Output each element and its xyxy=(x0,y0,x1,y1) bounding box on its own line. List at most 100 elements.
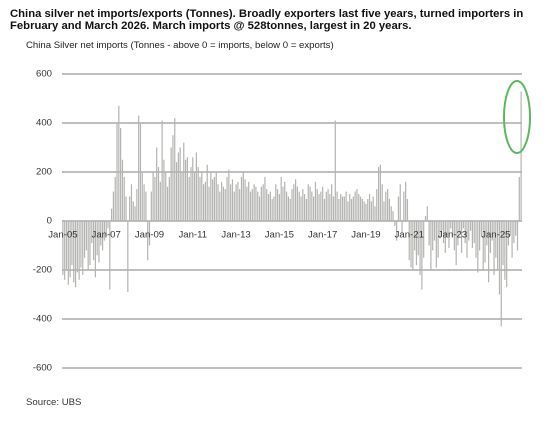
bar xyxy=(372,196,374,221)
bar xyxy=(482,221,484,270)
bar xyxy=(188,176,190,221)
bar xyxy=(262,184,264,221)
bar xyxy=(414,221,416,251)
bar xyxy=(325,191,327,221)
bar xyxy=(181,172,183,221)
x-tick-label: Jan-07 xyxy=(92,230,121,241)
bar xyxy=(80,221,82,268)
bar xyxy=(103,221,105,241)
bar xyxy=(127,221,129,293)
bar xyxy=(197,167,199,221)
bar xyxy=(282,186,284,221)
bar xyxy=(506,221,508,288)
bar xyxy=(484,221,486,263)
bar xyxy=(460,221,463,253)
bar xyxy=(475,221,477,258)
bar xyxy=(412,221,414,270)
bar xyxy=(221,181,223,221)
bar xyxy=(405,181,407,221)
bar xyxy=(74,221,77,288)
bar xyxy=(520,91,522,221)
bar xyxy=(451,221,454,236)
bar xyxy=(480,221,483,236)
bar xyxy=(257,191,259,221)
bar xyxy=(515,221,517,236)
bar xyxy=(73,221,75,283)
x-tick-label: Jan-25 xyxy=(481,230,510,241)
bar xyxy=(143,184,145,221)
bar xyxy=(387,189,389,221)
bar xyxy=(100,221,102,246)
bar xyxy=(311,191,313,221)
bar xyxy=(64,221,66,280)
x-tick-label: Jan-21 xyxy=(395,230,424,241)
bar xyxy=(435,221,437,268)
bar xyxy=(116,123,118,221)
bar xyxy=(473,221,475,244)
bar xyxy=(231,179,234,221)
bar xyxy=(289,198,291,221)
bar xyxy=(239,189,241,221)
bar xyxy=(242,172,244,221)
bar xyxy=(240,176,243,221)
bar xyxy=(69,221,71,278)
bar xyxy=(62,221,64,275)
bar xyxy=(87,221,89,270)
bar xyxy=(179,147,181,221)
bar xyxy=(195,152,197,221)
bar xyxy=(278,194,280,221)
bar xyxy=(340,194,342,221)
bar xyxy=(388,198,391,221)
bar xyxy=(381,184,383,221)
bar xyxy=(432,221,434,251)
bar xyxy=(226,176,228,221)
bar xyxy=(199,176,201,221)
bar xyxy=(497,221,499,270)
bar xyxy=(352,196,354,221)
x-tick-label: Jan-09 xyxy=(135,230,164,241)
bar xyxy=(383,201,385,221)
x-tick-label: Jan-23 xyxy=(438,230,467,241)
bar xyxy=(132,201,134,221)
bar xyxy=(267,194,270,221)
bar xyxy=(367,198,369,221)
x-tick-label: Jan-19 xyxy=(351,230,380,241)
bar xyxy=(379,164,381,221)
bar xyxy=(316,189,318,221)
bar xyxy=(377,167,380,221)
bar xyxy=(105,221,107,236)
bar xyxy=(509,221,511,236)
bar xyxy=(120,127,122,221)
bar xyxy=(92,221,95,261)
bar xyxy=(498,221,501,295)
bar xyxy=(421,221,423,290)
bar xyxy=(280,176,282,221)
bar xyxy=(516,221,519,251)
bar xyxy=(175,162,178,221)
x-tick-label: Jan-17 xyxy=(308,230,337,241)
bar xyxy=(96,221,98,256)
bar xyxy=(287,196,289,221)
bar xyxy=(500,221,502,327)
bar xyxy=(488,221,490,283)
bar xyxy=(450,221,452,229)
bar xyxy=(78,221,80,280)
bar xyxy=(518,176,520,221)
bar xyxy=(356,189,358,221)
bar xyxy=(368,194,371,221)
bar xyxy=(201,172,203,221)
bar xyxy=(363,201,365,221)
bar xyxy=(464,221,466,244)
bar xyxy=(322,186,324,221)
y-tick-label: 0 xyxy=(47,216,52,227)
bar xyxy=(406,198,409,221)
bar xyxy=(334,120,336,221)
bar xyxy=(98,221,100,263)
bar xyxy=(174,118,176,221)
bar xyxy=(121,159,124,221)
bar xyxy=(170,147,172,221)
x-tick-label: Jan-15 xyxy=(265,230,294,241)
bar xyxy=(253,184,255,221)
